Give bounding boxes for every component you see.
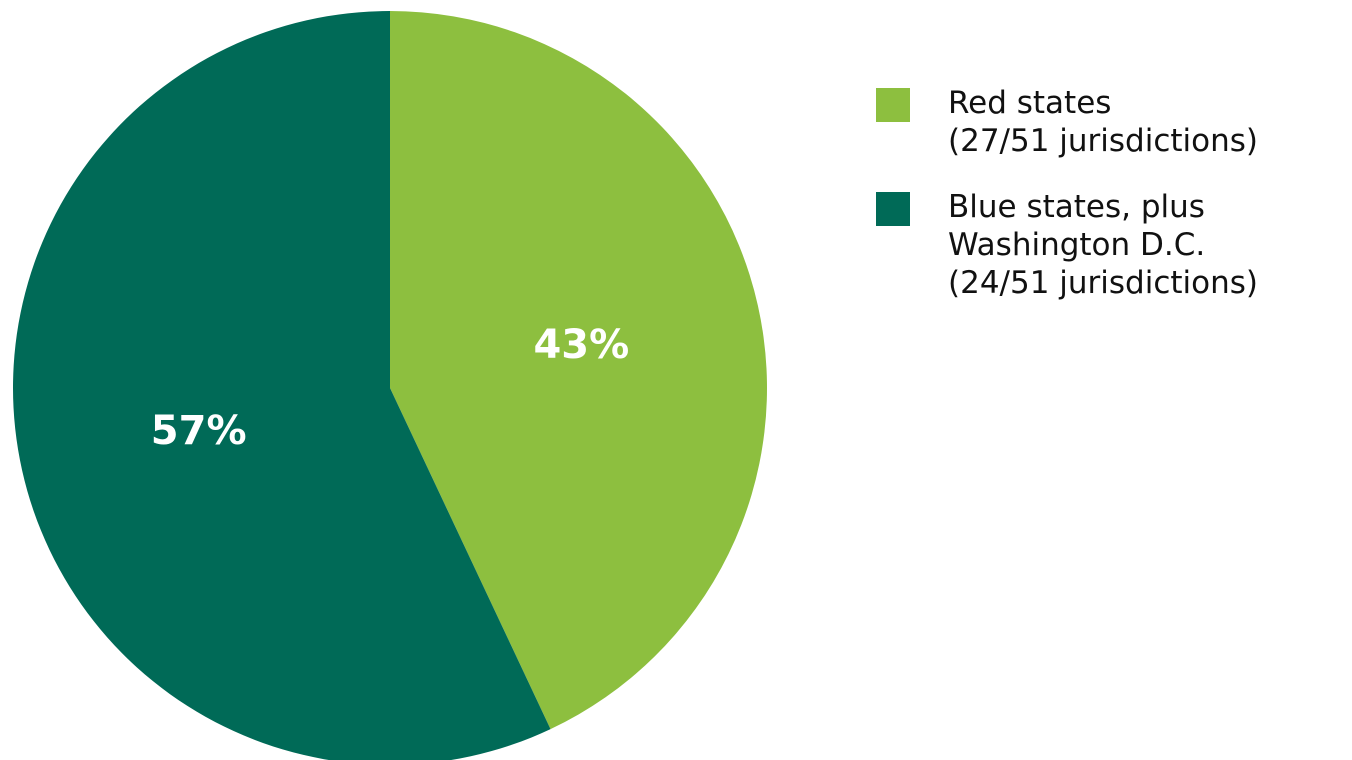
pie-slices: [13, 11, 767, 760]
pie-value-labels: 43% 57%: [151, 322, 629, 454]
legend-label-red-states: Red states (27/51 jurisdictions): [948, 84, 1258, 160]
legend-label-line: (24/51 jurisdictions): [948, 265, 1259, 301]
legend-label-line: Blue states, plus: [948, 189, 1205, 225]
pie-value-label-red-states: 43%: [533, 322, 629, 368]
legend-label-line: Washington D.C.: [948, 227, 1206, 263]
legend-item-red-states: Red states (27/51 jurisdictions): [876, 84, 1346, 160]
legend-swatch-red-states: [876, 88, 910, 122]
legend-item-blue-states: Blue states, plus Washington D.C. (24/51…: [876, 188, 1346, 302]
pie-slice-red-states: [390, 11, 767, 730]
legend: Red states (27/51 jurisdictions) Blue st…: [876, 84, 1346, 330]
legend-label-blue-states: Blue states, plus Washington D.C. (24/51…: [948, 188, 1258, 302]
pie-value-label-blue-states: 57%: [151, 408, 247, 454]
legend-swatch-blue-states: [876, 192, 910, 226]
legend-label-line: Red states: [948, 85, 1112, 121]
pie-slice-blue-states: [13, 11, 551, 760]
pie-chart: 43% 57%: [13, 11, 767, 760]
legend-label-line: (27/51 jurisdictions): [948, 123, 1259, 159]
